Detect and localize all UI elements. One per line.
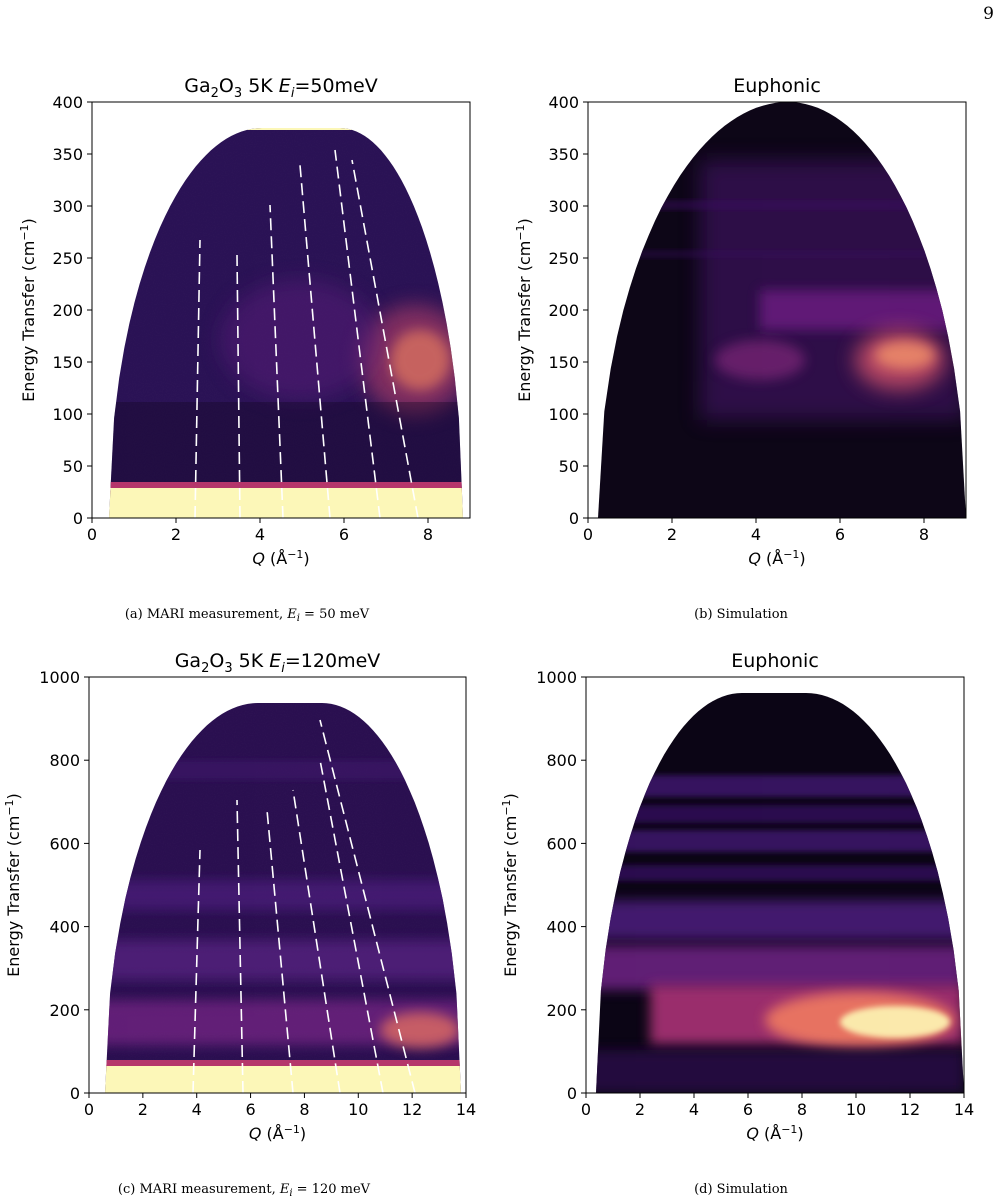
chart-title: Ga2O3 5K Ei=50meV <box>184 75 377 101</box>
y-tick-label: 50 <box>63 457 83 476</box>
y-tick-label: 50 <box>559 457 579 476</box>
panel-c-measurement-120mev <box>105 703 461 1093</box>
y-tick-label: 150 <box>548 353 579 372</box>
y-tick-label: 600 <box>546 834 577 853</box>
y-tick-label: 400 <box>52 93 83 112</box>
y-axis-label: Energy Transfer (cm−1) <box>3 793 23 977</box>
panel-b-simulation-50mev <box>598 102 966 518</box>
x-tick-label: 2 <box>667 525 677 544</box>
x-tick-label: 2 <box>171 525 181 544</box>
y-tick-label: 150 <box>52 353 83 372</box>
page-number: 9 <box>983 4 994 24</box>
y-tick-label: 0 <box>70 1084 80 1103</box>
x-tick-label: 2 <box>138 1100 148 1119</box>
x-tick-label: 4 <box>255 525 265 544</box>
subfigure-caption: (a) MARI measurement, Ei = 50 meV <box>125 607 370 624</box>
y-tick-label: 350 <box>52 145 83 164</box>
y-tick-label: 600 <box>49 834 80 853</box>
axes-d: 0 2 4 6 8 10 12 14 0 200 400 600 800 1000 Q (Å−1) Energ… <box>500 650 974 1197</box>
y-tick-label: 350 <box>548 145 579 164</box>
y-tick-label: 200 <box>52 301 83 320</box>
x-tick-label: 6 <box>835 525 845 544</box>
x-tick-label: 14 <box>456 1100 476 1119</box>
x-tick-label: 10 <box>846 1100 866 1119</box>
axes-a: 0 2 4 6 8 0 50 100 150 200 250 300 350 400 Q (Å−1) Ener… <box>18 75 471 624</box>
panel-a-measurement-50mev <box>109 128 463 518</box>
x-tick-label: 6 <box>245 1100 255 1119</box>
y-tick-label: 800 <box>49 751 80 770</box>
chart-title: Euphonic <box>731 650 819 672</box>
x-tick-label: 0 <box>583 525 593 544</box>
x-tick-label: 12 <box>402 1100 422 1119</box>
x-tick-label: 8 <box>423 525 433 544</box>
panel-d-simulation-120mev <box>596 693 964 1093</box>
x-tick-label: 14 <box>954 1100 974 1119</box>
axes-c: 0 2 4 6 8 10 12 14 0 200 400 600 800 1000 Q (Å−1) Energ… <box>3 650 476 1199</box>
x-axis-label: Q (Å−1) <box>249 1123 306 1143</box>
x-tick-label: 10 <box>348 1100 368 1119</box>
y-axis-label: Energy Transfer (cm−1) <box>18 218 38 402</box>
heatmap-b <box>598 102 966 518</box>
axes-b: 0 2 4 6 8 0 50 100 150 200 250 300 350 400 Q (Å−1) Ener… <box>514 75 967 622</box>
heatmap-a <box>109 128 463 518</box>
y-tick-label: 250 <box>52 249 83 268</box>
y-tick-label: 400 <box>49 918 80 937</box>
y-tick-label: 1000 <box>536 668 577 687</box>
plot-frame <box>88 676 467 1094</box>
x-tick-label: 0 <box>84 1100 94 1119</box>
x-tick-label: 2 <box>635 1100 645 1119</box>
x-tick-label: 4 <box>689 1100 699 1119</box>
y-tick-label: 200 <box>49 1001 80 1020</box>
y-axis-label: Energy Transfer (cm−1) <box>500 793 520 977</box>
x-tick-label: 4 <box>751 525 761 544</box>
y-tick-label: 1000 <box>39 668 80 687</box>
x-tick-label: 6 <box>743 1100 753 1119</box>
y-tick-label: 250 <box>548 249 579 268</box>
y-tick-label: 300 <box>52 197 83 216</box>
x-tick-label: 0 <box>581 1100 591 1119</box>
x-tick-label: 8 <box>919 525 929 544</box>
x-tick-label: 8 <box>299 1100 309 1119</box>
y-tick-label: 0 <box>567 1084 577 1103</box>
x-tick-label: 8 <box>797 1100 807 1119</box>
x-axis-label: Q (Å−1) <box>746 1123 803 1143</box>
subfigure-caption: (b) Simulation <box>694 607 788 622</box>
x-tick-label: 12 <box>900 1100 920 1119</box>
x-axis-label: Q (Å−1) <box>748 548 805 568</box>
y-tick-label: 200 <box>546 1001 577 1020</box>
y-tick-label: 0 <box>569 509 579 528</box>
x-tick-label: 4 <box>192 1100 202 1119</box>
y-axis-label: Energy Transfer (cm−1) <box>514 218 534 402</box>
x-axis-label: Q (Å−1) <box>252 548 309 568</box>
y-tick-label: 200 <box>548 301 579 320</box>
chart-title: Euphonic <box>733 75 821 97</box>
y-tick-label: 300 <box>548 197 579 216</box>
x-tick-label: 0 <box>87 525 97 544</box>
heatmap-d <box>596 693 964 1093</box>
subfigure-caption: (c) MARI measurement, Ei = 120 meV <box>118 1182 371 1199</box>
y-tick-label: 400 <box>548 93 579 112</box>
plot-frame <box>585 676 965 1094</box>
y-tick-label: 400 <box>546 918 577 937</box>
y-tick-label: 0 <box>73 509 83 528</box>
y-tick-label: 100 <box>52 405 83 424</box>
subfigure-caption: (d) Simulation <box>694 1182 788 1197</box>
heatmap-c <box>105 703 461 1093</box>
chart-title: Ga2O3 5K Ei=120meV <box>175 650 381 676</box>
x-tick-label: 6 <box>339 525 349 544</box>
y-tick-label: 100 <box>548 405 579 424</box>
y-tick-label: 800 <box>546 751 577 770</box>
